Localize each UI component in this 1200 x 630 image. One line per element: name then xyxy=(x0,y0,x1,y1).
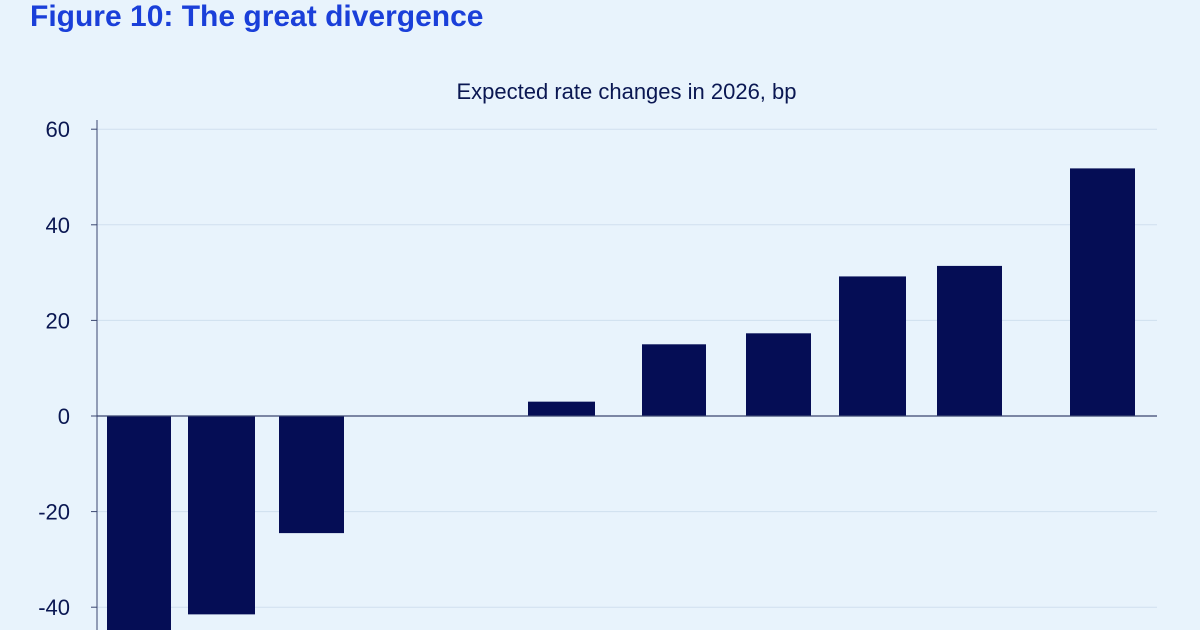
bar-10 xyxy=(937,265,1002,416)
figure-title: Figure 10: The great divergence xyxy=(30,0,484,33)
bar-1 xyxy=(107,416,171,630)
bar-8 xyxy=(746,333,811,416)
y-tick-label: 0 xyxy=(58,404,70,429)
bar-2 xyxy=(188,416,255,615)
chart-title: Expected rate changes in 2026, bp xyxy=(456,79,797,104)
axes xyxy=(91,120,1157,630)
y-tick-label: 40 xyxy=(46,213,70,238)
y-tick-labels: 60 40 20 0 -20 -40 xyxy=(38,117,70,620)
y-tick-label: 60 xyxy=(46,117,70,142)
y-tick-label: -20 xyxy=(38,500,70,525)
y-tick-label: 20 xyxy=(46,308,70,333)
bar-11 xyxy=(1070,168,1135,416)
bar-7 xyxy=(642,344,706,416)
bar-3 xyxy=(279,416,344,534)
y-tick-label: -40 xyxy=(38,595,70,620)
bars xyxy=(107,168,1135,630)
bar-9 xyxy=(839,276,906,416)
bar-6 xyxy=(528,401,595,416)
